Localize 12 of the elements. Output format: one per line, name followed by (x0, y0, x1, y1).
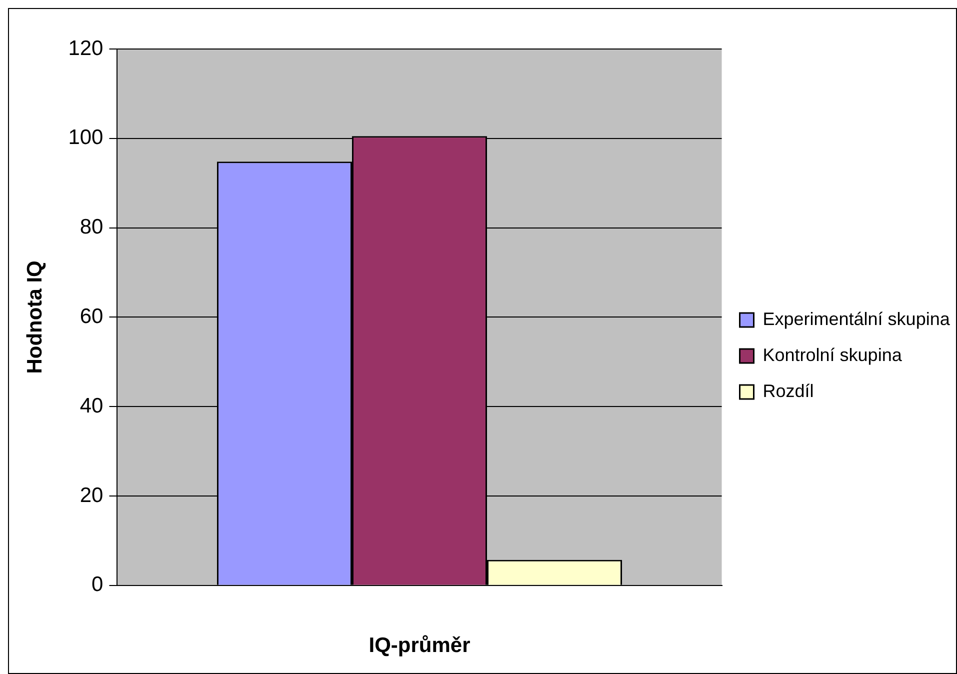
y-tick-label: 0 (92, 573, 104, 596)
y-tick-label: 120 (68, 36, 104, 60)
legend-label: Rozdíl (762, 380, 814, 401)
x-axis-title: IQ-průměr (368, 634, 470, 658)
y-tick-label: 60 (80, 304, 104, 328)
legend-label: Kontrolní skupina (762, 344, 903, 365)
y-axis-title: Hodnota IQ (23, 260, 46, 374)
y-tick-label: 100 (68, 126, 104, 150)
y-tick-label: 80 (80, 216, 104, 239)
y-tick-label: 40 (80, 394, 104, 418)
legend-label: Experimentální skupina (762, 308, 951, 329)
y-tick-label: 20 (80, 484, 104, 507)
